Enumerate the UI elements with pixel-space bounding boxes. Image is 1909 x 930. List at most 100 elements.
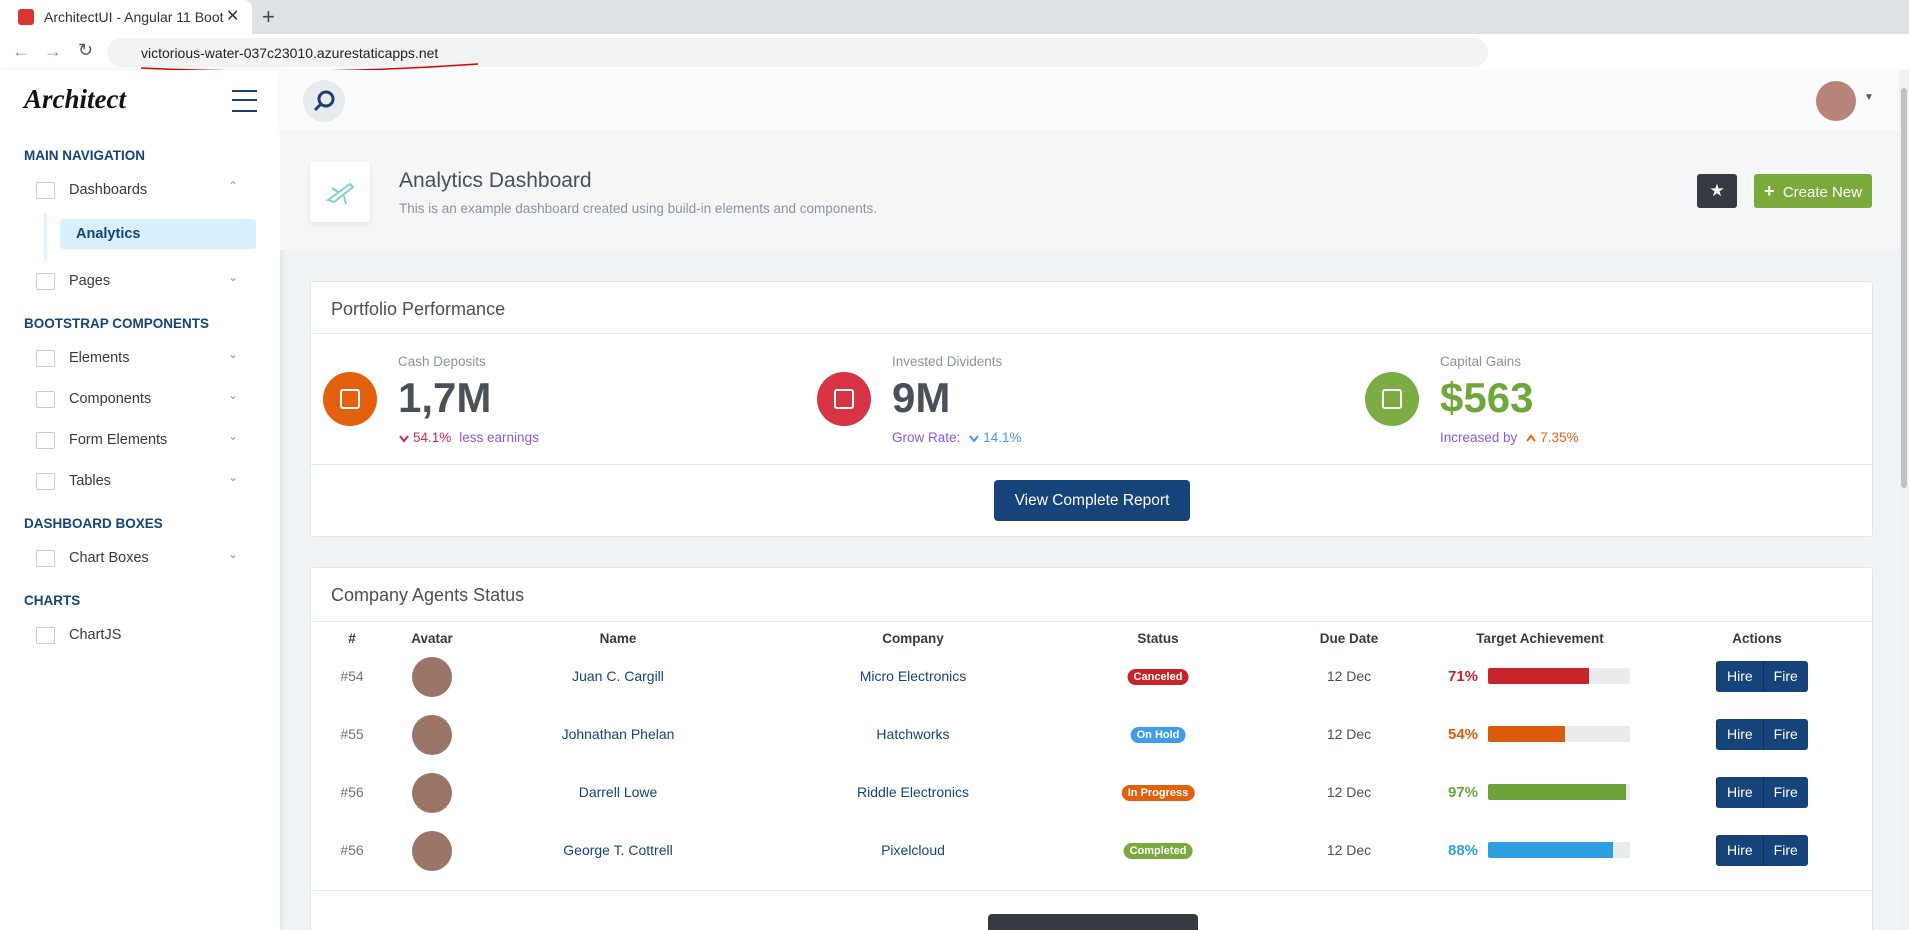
- cell-status: Completed: [1123, 843, 1193, 859]
- cell-due: 12 Dec: [1326, 726, 1372, 742]
- cell-name: George T. Cottrell: [563, 842, 673, 858]
- card-title: Portfolio Performance: [331, 299, 506, 319]
- forward[interactable]: →: [44, 41, 62, 61]
- cell-name: Johnathan Phelan: [561, 726, 675, 742]
- nav-caret: ⌃: [228, 179, 239, 193]
- cell-company: Micro Electronics: [859, 668, 967, 684]
- nav-item[interactable]: ChartJS: [69, 627, 122, 643]
- nav-item[interactable]: Elements: [69, 350, 130, 366]
- nav-icon: [36, 182, 55, 199]
- subnav-line: [44, 213, 47, 261]
- action-group: Hire Fire: [1716, 777, 1808, 808]
- divider: [311, 621, 1872, 622]
- back[interactable]: ←: [12, 41, 30, 61]
- nav-item[interactable]: Form Elements: [69, 432, 168, 448]
- cell-company: Riddle Electronics: [856, 784, 970, 800]
- nav-item[interactable]: Components: [69, 391, 152, 407]
- divider: [311, 464, 1872, 465]
- page-subtitle: This is an example dashboard created usi…: [399, 201, 878, 216]
- column-header: Avatar: [411, 631, 453, 646]
- progress-track: [1488, 726, 1630, 742]
- change-part: 14.1%: [968, 430, 1022, 445]
- report-button[interactable]: View Complete Report: [994, 480, 1190, 521]
- change-text: less earnings: [459, 430, 539, 445]
- fire-button[interactable]: Fire: [1762, 661, 1808, 692]
- change-part: Increased by: [1440, 430, 1517, 445]
- nav-item[interactable]: Dashboards: [69, 182, 148, 198]
- nav-icon: [36, 432, 55, 449]
- avatar: [412, 657, 452, 697]
- hire-button[interactable]: Hire: [1716, 777, 1763, 808]
- fire-button[interactable]: Fire: [1762, 835, 1808, 866]
- favicon: [18, 9, 34, 25]
- user-avatar[interactable]: [1816, 81, 1856, 121]
- search-button[interactable]: [303, 80, 345, 122]
- nav-item[interactable]: Tables: [69, 473, 111, 489]
- user-caret[interactable]: ▼: [1864, 92, 1874, 103]
- progress-bar: [1488, 784, 1626, 800]
- new-tab[interactable]: +: [262, 4, 275, 29]
- nav-icon: [36, 273, 55, 290]
- nav-heading: DASHBOARD BOXES: [24, 516, 163, 531]
- hire-button[interactable]: Hire: [1716, 661, 1763, 692]
- menu-line: [232, 99, 257, 101]
- fire-button[interactable]: Fire: [1762, 719, 1808, 750]
- nav-caret: ⌄: [228, 347, 239, 361]
- fire-button[interactable]: Fire: [1762, 777, 1808, 808]
- stat-icon: [817, 372, 871, 426]
- divider: [311, 333, 1872, 334]
- change-text: Increased by: [1440, 430, 1518, 445]
- cell-due: 12 Dec: [1326, 784, 1372, 800]
- nav-icon: [36, 473, 55, 490]
- stat-glyph: [1382, 389, 1402, 409]
- chevron: [1526, 433, 1537, 442]
- cell-company: Pixelcloud: [881, 842, 945, 858]
- nav-item[interactable]: Pages: [69, 273, 111, 289]
- stat-change: Increased by 7.35%: [1440, 430, 1579, 445]
- progress-bar: [1488, 726, 1565, 742]
- stat-icon: [1365, 372, 1419, 426]
- cell-status: Canceled: [1127, 669, 1189, 685]
- nav-caret: ⌄: [228, 547, 239, 561]
- nav-icon: [36, 550, 55, 567]
- nav-icon: [36, 391, 55, 408]
- bottom-button[interactable]: [988, 914, 1198, 930]
- nav-icon: [36, 350, 55, 367]
- tab-title: ArchitectUI - Angular 11 Bootstra: [44, 9, 224, 25]
- hire-button[interactable]: Hire: [1716, 719, 1763, 750]
- nav-heading: CHARTS: [24, 593, 81, 608]
- progress-track: [1488, 668, 1630, 684]
- nav-icon: [36, 627, 55, 644]
- agents-card: Company Agents Status # Avatar Name Company…: [310, 567, 1873, 930]
- stat-value: $563: [1440, 374, 1534, 421]
- sidebar: Architect MAIN NAVIGATION Dashboards ⌃ Analy…: [0, 70, 280, 930]
- nav-caret: ⌄: [228, 470, 239, 484]
- url-field[interactable]: victorious-water-037c23010.azurestaticap…: [107, 38, 1488, 67]
- portfolio-card: Portfolio Performance View Complete Repo…: [310, 281, 1873, 537]
- create-button[interactable]: + Create New: [1754, 174, 1872, 208]
- star-button[interactable]: ★: [1697, 174, 1737, 208]
- stat-change: Grow Rate: 14.1%: [892, 430, 1022, 445]
- cell-id: #54: [340, 668, 364, 684]
- cell-name: Darrell Lowe: [578, 784, 658, 800]
- cell-id: #55: [340, 726, 364, 742]
- menu-toggle[interactable]: [232, 90, 257, 112]
- subnav-item[interactable]: Analytics: [60, 219, 256, 249]
- change-part: 7.35%: [1525, 430, 1579, 445]
- reload[interactable]: ↻: [78, 40, 94, 60]
- column-header: Status: [1137, 631, 1179, 646]
- nav-caret: ⌄: [228, 429, 239, 443]
- avatar: [412, 831, 452, 871]
- nav-item[interactable]: Chart Boxes: [69, 550, 149, 566]
- tab[interactable]: ArchitectUI - Angular 11 Bootstra ✕: [0, 0, 252, 34]
- cell-name: Juan C. Cargill: [572, 668, 664, 684]
- column-header: Due Date: [1319, 631, 1379, 646]
- stat-glyph: [340, 389, 360, 409]
- card-title: Company Agents Status: [331, 585, 525, 605]
- tab-close[interactable]: ✕: [226, 8, 240, 25]
- hire-button[interactable]: Hire: [1716, 835, 1763, 866]
- cell-due: 12 Dec: [1326, 668, 1372, 684]
- percent-label: 97%: [1448, 784, 1479, 801]
- column-header: Target Achievement: [1476, 631, 1604, 646]
- column-header: Actions: [1732, 631, 1782, 646]
